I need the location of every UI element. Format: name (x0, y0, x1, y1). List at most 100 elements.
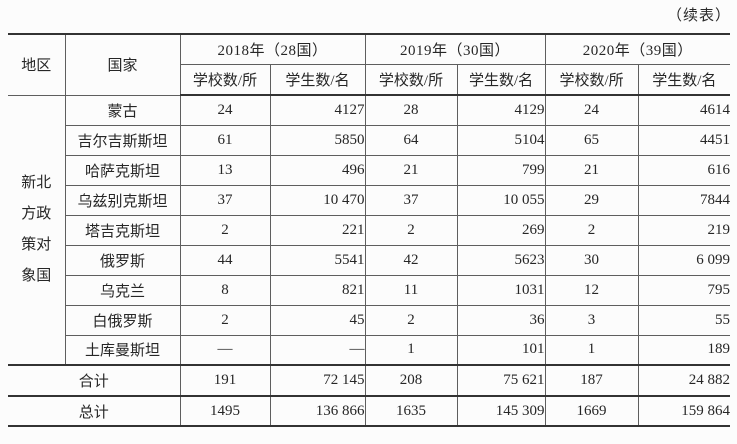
student-count-cell: 821 (269, 274, 366, 306)
student-count-cell: 5104 (456, 124, 546, 156)
school-count-cell: 2 (364, 304, 458, 336)
school-count-cell: 13 (179, 154, 271, 186)
subtotal-row: 合计 191 72 145 208 75 621 187 24 882 (8, 364, 731, 397)
header-row-years: 地区 国家 2018年（28国） 2019年（30国） 2020年（39国） (8, 33, 731, 96)
table-row: 吉尔吉斯斯坦 61 5850 64 5104 65 4451 (8, 124, 731, 156)
table-row: 乌兹别克斯坦 37 10 470 37 10 055 29 7844 (8, 184, 731, 216)
student-count-cell: 799 (456, 154, 546, 186)
school-subheader-2020: 学校数/所 (544, 63, 639, 96)
region-header-cell: 地区 (8, 33, 66, 96)
student-count-cell: 5541 (269, 244, 366, 276)
school-count-cell: 44 (179, 244, 271, 276)
country-cell: 吉尔吉斯斯坦 (64, 124, 181, 156)
school-count-cell: 37 (364, 184, 458, 216)
student-count-cell: 36 (456, 304, 546, 336)
student-count-cell: 10 055 (456, 184, 546, 216)
school-count-cell: 3 (544, 304, 639, 336)
school-count-cell: 30 (544, 244, 639, 276)
country-cell: 哈萨克斯坦 (64, 154, 181, 186)
school-count-cell: 65 (544, 124, 639, 156)
table-row: 塔吉克斯坦 2 221 2 269 2 219 (8, 214, 731, 246)
school-count-cell: 21 (364, 154, 458, 186)
school-count-cell: 24 (179, 94, 271, 126)
country-cell: 乌兹别克斯坦 (64, 184, 181, 216)
region-label-line: 方政 (21, 205, 52, 222)
school-count-cell: 28 (364, 94, 458, 126)
school-count-cell: 1669 (544, 395, 639, 427)
student-subheader-2020: 学生数/名 (637, 63, 731, 96)
country-cell: 白俄罗斯 (64, 304, 181, 336)
school-count-cell: 2 (179, 214, 271, 246)
student-count-cell: 75 621 (456, 364, 546, 397)
student-count-cell: 616 (637, 154, 731, 186)
student-count-cell: — (269, 334, 366, 366)
student-count-cell: 7844 (637, 184, 731, 216)
country-header-cell: 国家 (64, 33, 181, 96)
student-count-cell: 4451 (637, 124, 731, 156)
student-count-cell: 795 (637, 274, 731, 306)
total-label-cell: 总计 (8, 395, 181, 427)
country-cell: 土库曼斯坦 (64, 334, 181, 366)
student-count-cell: 189 (637, 334, 731, 366)
student-count-cell: 145 309 (456, 395, 546, 427)
student-count-cell: 5623 (456, 244, 546, 276)
student-count-cell: 221 (269, 214, 366, 246)
table-row: 白俄罗斯 2 45 2 36 3 55 (8, 304, 731, 336)
region-label-line: 象国 (21, 267, 52, 284)
student-count-cell: 101 (456, 334, 546, 366)
school-subheader-2018: 学校数/所 (179, 63, 271, 96)
total-row: 总计 1495 136 866 1635 145 309 1669 159 86… (8, 395, 731, 427)
student-count-cell: 45 (269, 304, 366, 336)
school-count-cell: 21 (544, 154, 639, 186)
school-count-cell: 2 (544, 214, 639, 246)
student-count-cell: 72 145 (269, 364, 366, 397)
region-label-line: 新北 (21, 174, 52, 191)
student-count-cell: 10 470 (269, 184, 366, 216)
student-subheader-2019: 学生数/名 (456, 63, 546, 96)
school-count-cell: 1495 (179, 395, 271, 427)
school-count-cell: 29 (544, 184, 639, 216)
student-count-cell: 136 866 (269, 395, 366, 427)
school-count-cell: 2 (179, 304, 271, 336)
continued-table-label: （续表） (666, 8, 731, 24)
student-count-cell: 219 (637, 214, 731, 246)
country-cell: 俄罗斯 (64, 244, 181, 276)
table-row: 哈萨克斯坦 13 496 21 799 21 616 (8, 154, 731, 186)
table-row: 乌克兰 8 821 11 1031 12 795 (8, 274, 731, 306)
student-count-cell: 4614 (637, 94, 731, 126)
country-cell: 蒙古 (64, 94, 181, 126)
student-count-cell: 269 (456, 214, 546, 246)
table-row: 俄罗斯 44 5541 42 5623 30 6 099 (8, 244, 731, 276)
student-count-cell: 6 099 (637, 244, 731, 276)
school-count-cell: 64 (364, 124, 458, 156)
year-header-2019: 2019年（30国） (364, 33, 546, 65)
school-count-cell: 191 (179, 364, 271, 397)
table-row: 土库曼斯坦 — — 1 101 1 189 (8, 334, 731, 366)
school-count-cell: — (179, 334, 271, 366)
student-count-cell: 4129 (456, 94, 546, 126)
school-count-cell: 42 (364, 244, 458, 276)
table-row: 新北 方政 策对 象国 蒙古 24 4127 28 4129 24 4614 (8, 94, 731, 366)
school-count-cell: 12 (544, 274, 639, 306)
school-count-cell: 61 (179, 124, 271, 156)
school-count-cell: 1635 (364, 395, 458, 427)
student-count-cell: 24 882 (637, 364, 731, 397)
student-count-cell: 1031 (456, 274, 546, 306)
header-row-measures: 学校数/所 学生数/名 学校数/所 学生数/名 学校数/所 学生数/名 (8, 63, 731, 96)
region-label-line: 策对 (21, 236, 52, 253)
student-count-cell: 55 (637, 304, 731, 336)
student-count-cell: 159 864 (637, 395, 731, 427)
school-count-cell: 208 (364, 364, 458, 397)
subtotal-label-cell: 合计 (8, 364, 181, 397)
school-subheader-2019: 学校数/所 (364, 63, 458, 96)
school-count-cell: 1 (364, 334, 458, 366)
year-header-2020: 2020年（39国） (544, 33, 731, 65)
statistics-table: 地区 国家 2018年（28国） 2019年（30国） 2020年（39国） 学… (8, 33, 731, 427)
student-count-cell: 496 (269, 154, 366, 186)
student-subheader-2018: 学生数/名 (269, 63, 366, 96)
school-count-cell: 187 (544, 364, 639, 397)
region-group-cell: 新北 方政 策对 象国 (8, 94, 66, 366)
student-count-cell: 4127 (269, 94, 366, 126)
school-count-cell: 1 (544, 334, 639, 366)
